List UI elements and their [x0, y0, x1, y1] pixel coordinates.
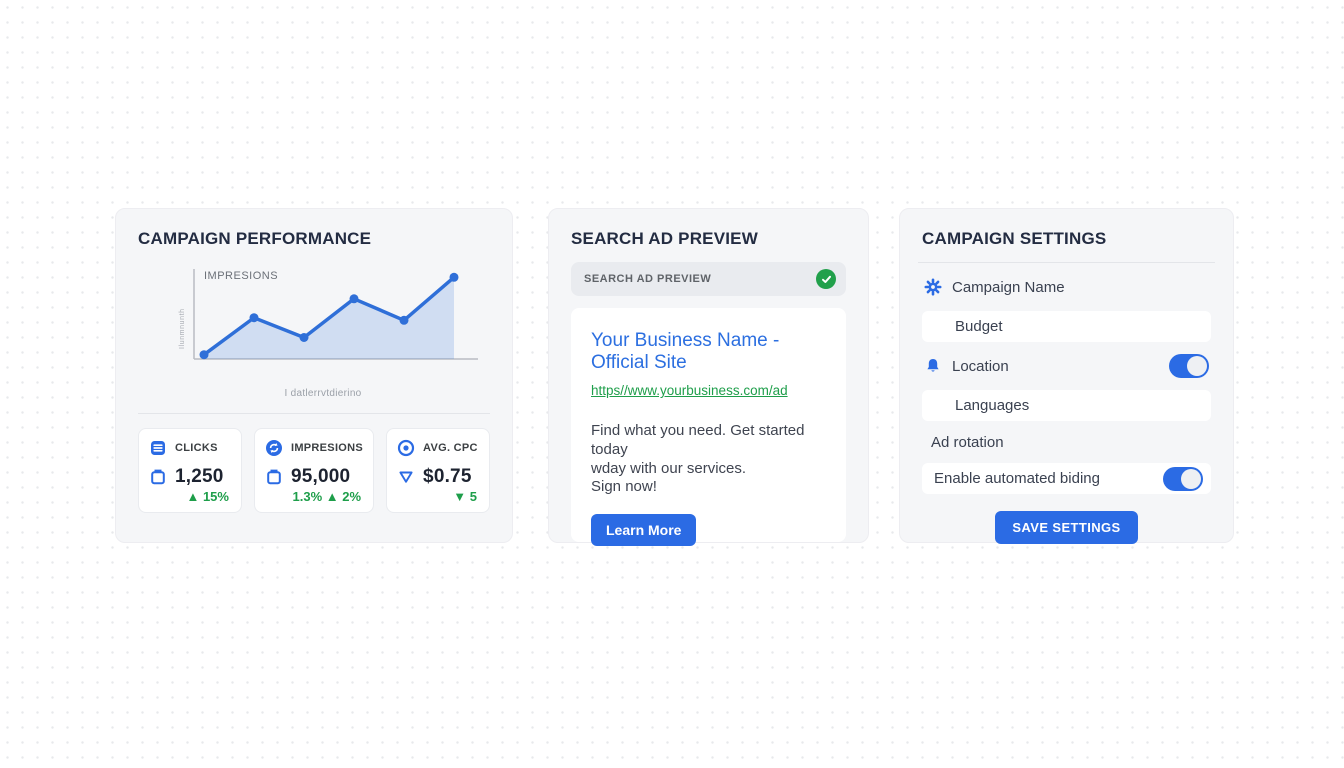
stat-value: 95,000: [290, 466, 351, 487]
campaign-name-label: Campaign Name: [952, 278, 1065, 296]
check-circle-icon: [816, 269, 836, 289]
performance-divider: [138, 413, 490, 414]
budget-field[interactable]: Budget: [922, 311, 1211, 342]
search-ad-preview-card: SEARCH AD PREVIEW SEARCH AD PREVIEW Your…: [548, 208, 869, 546]
chart-data-point: [399, 315, 409, 325]
campaign-settings-card: CAMPAIGN SETTINGS Campaign Name Budget L…: [899, 208, 1234, 544]
bidding-toggle[interactable]: [1163, 466, 1203, 491]
chart-data-point: [199, 350, 209, 360]
toggle-knob: [1181, 468, 1201, 489]
location-toggle[interactable]: [1169, 354, 1209, 378]
bidding-field[interactable]: Enable automated biding: [922, 463, 1211, 494]
stat-change: ▲ 15%: [186, 489, 229, 504]
target-icon: [397, 439, 415, 457]
stat-value: $0.75: [423, 466, 472, 487]
triangle-down-icon: [399, 471, 413, 483]
bell-icon: [927, 359, 939, 372]
sync-icon: [265, 440, 282, 456]
impressions-chart: IMPRESIONS Ilunmnunth I datlerrvtdierino: [138, 259, 490, 399]
ad-display-url[interactable]: https//www.yourbusiness.com/ad: [591, 383, 788, 398]
ad-headline-link[interactable]: Your Business Name - Official Site: [591, 330, 780, 373]
ad-rotation-label: Ad rotation: [931, 433, 1004, 451]
chart-data-point: [449, 272, 459, 282]
setting-row-location: Location: [922, 351, 1211, 381]
campaign-settings-title: CAMPAIGN SETTINGS: [922, 229, 1107, 248]
chart-y-axis-label: Ilunmnunth: [179, 308, 186, 349]
campaign-performance-card: CAMPAIGN PERFORMANCE IMPRESIONS Ilunmnun…: [115, 208, 513, 543]
location-label: Location: [952, 357, 1009, 375]
settings-divider: [918, 262, 1215, 263]
clipboard-icon: [267, 469, 281, 485]
bidding-label: Enable automated biding: [934, 470, 1100, 487]
campaign-performance-title: CAMPAIGN PERFORMANCE: [138, 229, 372, 248]
ad-description-line: Sign now!: [591, 478, 657, 496]
chart-data-point: [299, 333, 309, 342]
stat-box-impressions: IMPRESIONS 95,000 1.3% ▲ 2%: [253, 428, 375, 513]
search-ad-preview-title: SEARCH AD PREVIEW: [571, 229, 758, 248]
list-icon: [151, 441, 165, 455]
stat-value: 1,250: [175, 466, 224, 487]
gear-icon: [924, 278, 942, 296]
chart-x-axis-label: I datlerrvtdierino: [284, 388, 362, 399]
learn-more-button[interactable]: Learn More: [591, 514, 697, 546]
chart-data-point: [249, 313, 259, 323]
ad-description-line: Find what you need. Get started today: [591, 422, 805, 458]
impressions-chart-svg: IMPRESIONS Ilunmnunth: [179, 269, 478, 360]
chart-points: [199, 272, 459, 360]
preview-status-bar: SEARCH AD PREVIEW: [571, 262, 846, 296]
stat-box-avg-cpc: AVG. CPC $0.75 ▼ 5: [386, 428, 491, 513]
stat-change: ▼ 5: [453, 489, 478, 504]
chart-data-point: [349, 294, 359, 304]
stat-change: 1.3% ▲ 2%: [292, 489, 362, 504]
setting-row-campaign-name[interactable]: Campaign Name: [922, 272, 1211, 302]
ad-preview-panel: Your Business Name - Official Site https…: [571, 308, 846, 546]
stat-label: CLICKS: [175, 442, 218, 454]
clipboard-icon: [151, 469, 165, 485]
save-settings-button[interactable]: SAVE SETTINGS: [995, 511, 1138, 544]
chart-area-fill: [204, 277, 454, 359]
stat-box-clicks: CLICKS 1,250 ▲ 15%: [138, 428, 242, 513]
stat-label: IMPRESIONS: [290, 442, 364, 454]
ad-description: Find what you need. Get started today wd…: [591, 422, 826, 497]
preview-bar-label: SEARCH AD PREVIEW: [584, 273, 712, 285]
chart-series-label: IMPRESIONS: [204, 270, 278, 282]
ad-description-line: wday with our services.: [591, 459, 747, 477]
languages-field[interactable]: Languages: [922, 390, 1211, 421]
stat-label: AVG. CPC: [423, 442, 478, 454]
chart-line: [202, 275, 456, 357]
stats-row: CLICKS 1,250 ▲ 15% IMPRESI: [138, 428, 491, 513]
toggle-knob: [1187, 356, 1207, 376]
